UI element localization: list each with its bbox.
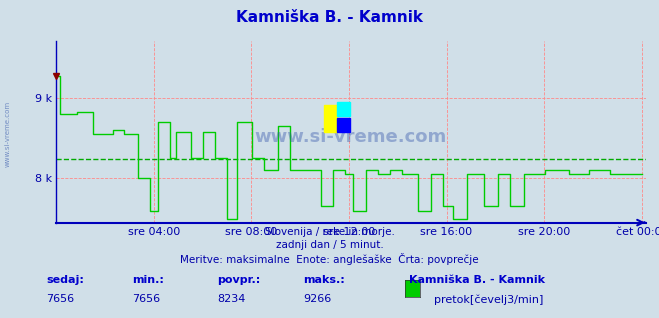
Text: Kamniška B. - Kamnik: Kamniška B. - Kamnik [236,10,423,24]
Text: Meritve: maksimalne  Enote: anglešaške  Črta: povprečje: Meritve: maksimalne Enote: anglešaške Čr… [180,253,479,265]
Text: 9266: 9266 [303,294,331,304]
Text: 8234: 8234 [217,294,246,304]
Text: povpr.:: povpr.: [217,275,261,285]
Text: pretok[čevelj3/min]: pretok[čevelj3/min] [434,294,543,305]
Text: www.si-vreme.com: www.si-vreme.com [255,128,447,146]
Bar [337,118,351,132]
Text: zadnji dan / 5 minut.: zadnji dan / 5 minut. [275,240,384,250]
Bar [324,105,337,132]
Text: Slovenija / reke in morje.: Slovenija / reke in morje. [264,227,395,237]
Text: Kamniška B. - Kamnik: Kamniška B. - Kamnik [409,275,544,285]
Bar [337,102,351,116]
Text: www.si-vreme.com: www.si-vreme.com [5,100,11,167]
Text: maks.:: maks.: [303,275,345,285]
Text: 7656: 7656 [46,294,74,304]
Text: min.:: min.: [132,275,163,285]
Text: sedaj:: sedaj: [46,275,84,285]
Text: 7656: 7656 [132,294,160,304]
